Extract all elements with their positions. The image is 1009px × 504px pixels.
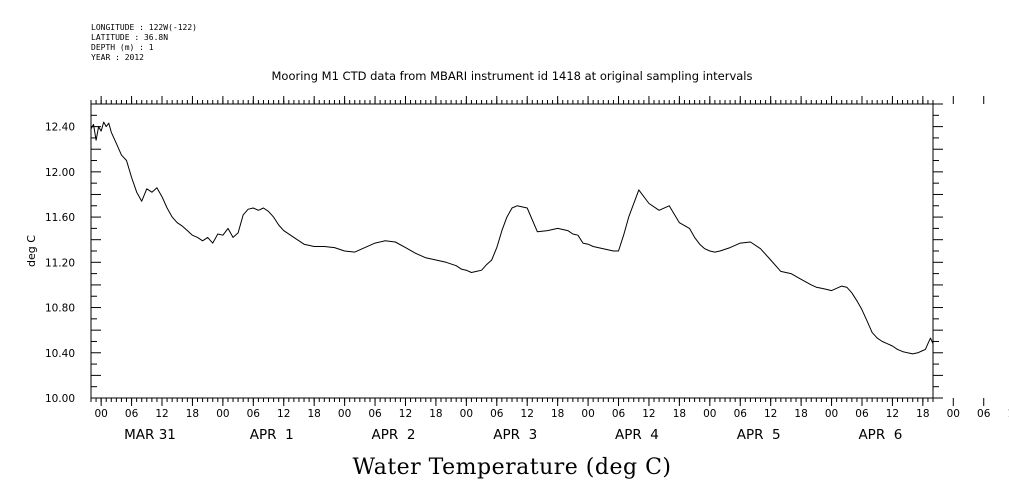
meta-latitude: LATITUDE : 36.8N	[91, 33, 168, 42]
x-hour-label: 18	[794, 408, 807, 420]
x-day-label: APR 2	[372, 427, 416, 443]
x-hour-label: 06	[490, 408, 504, 420]
plot-frame	[90, 103, 934, 399]
meta-longitude: LONGITUDE : 122W(-122)	[91, 23, 197, 32]
x-hour-label: 18	[551, 408, 564, 420]
x-hour-label: 06	[977, 408, 991, 420]
x-hour-label: 06	[734, 408, 748, 420]
x-hour-label: 12	[764, 408, 777, 420]
x-hour-label: 18	[916, 408, 929, 420]
x-day-label: APR 3	[493, 427, 537, 443]
y-tick-label: 11.20	[45, 257, 75, 269]
x-hour-label: 12	[1007, 408, 1009, 420]
x-hour-label: 18	[429, 408, 442, 420]
y-tick-label: 12.00	[45, 167, 75, 179]
y-tick-label: 11.60	[45, 212, 75, 224]
x-hour-label: 00	[338, 408, 351, 420]
x-hour-label: 00	[947, 408, 960, 420]
y-tick-label: 10.80	[45, 303, 75, 315]
x-hour-label: 06	[247, 408, 261, 420]
x-hour-label: 06	[368, 408, 382, 420]
x-hour-label: 12	[886, 408, 899, 420]
y-axis-label: deg C	[25, 235, 38, 267]
x-day-label: APR 4	[615, 427, 659, 443]
x-hour-label: 00	[460, 408, 473, 420]
x-hour-label: 12	[642, 408, 655, 420]
x-hour-label: 12	[277, 408, 290, 420]
x-axis-ticks: 00 06 12 18 00 06 12 18 00 06 12 18 00 06 12 18 00 06 12 18…	[90, 96, 1009, 443]
water-temperature-line	[90, 121, 934, 355]
x-hour-label: 18	[186, 408, 199, 420]
x-hour-label: 00	[581, 408, 594, 420]
x-hour-label: 06	[855, 408, 869, 420]
x-day-label: APR 6	[858, 427, 902, 443]
x-hour-label: 12	[521, 408, 534, 420]
x-day-label: MAR 31	[124, 427, 176, 443]
y-tick-label: 10.00	[45, 393, 75, 405]
x-hour-label: 12	[155, 408, 168, 420]
data-series	[90, 121, 934, 355]
x-hour-label: 00	[703, 408, 716, 420]
x-hour-label: 18	[673, 408, 686, 420]
x-day-label: APR 1	[250, 427, 294, 443]
x-hour-label: 18	[307, 408, 320, 420]
chart-title: Mooring M1 CTD data from MBARI instrumen…	[272, 69, 753, 83]
x-axis-title: Water Temperature (deg C)	[353, 455, 672, 480]
meta-depth: DEPTH (m) : 1	[91, 43, 154, 52]
x-hour-label: 00	[825, 408, 838, 420]
x-hour-label: 00	[216, 408, 229, 420]
meta-year: YEAR : 2012	[91, 53, 144, 62]
x-day-label: APR 5	[737, 427, 781, 443]
x-hour-label: 00	[94, 408, 107, 420]
y-tick-label: 10.40	[45, 348, 75, 360]
y-axis-ticks: 12.40 12.00 11.60 11.20 10.80 10.40 10.00	[45, 103, 943, 405]
x-hour-label: 06	[612, 408, 626, 420]
y-tick-label: 12.40	[45, 122, 75, 134]
x-hour-label: 06	[125, 408, 139, 420]
x-hour-label: 12	[399, 408, 412, 420]
